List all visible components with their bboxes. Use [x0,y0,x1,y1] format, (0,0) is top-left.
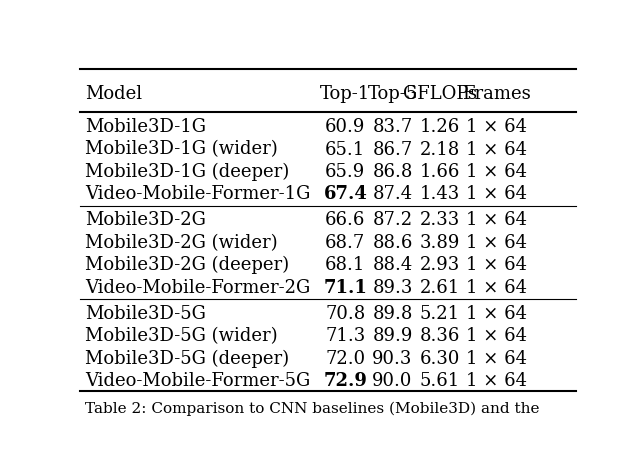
Text: 68.1: 68.1 [325,256,365,274]
Text: 1 × 64: 1 × 64 [466,212,527,229]
Text: 2.61: 2.61 [419,279,460,297]
Text: 67.4: 67.4 [323,185,367,204]
Text: 5.21: 5.21 [420,305,460,323]
Text: 88.6: 88.6 [372,234,413,252]
Text: 1 × 64: 1 × 64 [466,350,527,368]
Text: Top-5: Top-5 [367,86,417,103]
Text: Mobile3D-1G (deeper): Mobile3D-1G (deeper) [85,163,289,181]
Text: 5.61: 5.61 [419,372,460,390]
Text: 1.66: 1.66 [419,163,460,181]
Text: 87.2: 87.2 [372,212,413,229]
Text: 1 × 64: 1 × 64 [466,163,527,181]
Text: Frames: Frames [462,86,531,103]
Text: Mobile3D-5G (deeper): Mobile3D-5G (deeper) [85,350,289,368]
Text: Video-Mobile-Former-2G: Video-Mobile-Former-2G [85,279,310,297]
Text: 8.36: 8.36 [419,327,460,345]
Text: 89.3: 89.3 [372,279,413,297]
Text: 71.3: 71.3 [325,327,365,345]
Text: Mobile3D-2G (deeper): Mobile3D-2G (deeper) [85,256,289,274]
Text: Mobile3D-5G (wider): Mobile3D-5G (wider) [85,327,278,345]
Text: GFLOPs: GFLOPs [403,86,477,103]
Text: 71.1: 71.1 [323,279,367,297]
Text: Mobile3D-5G: Mobile3D-5G [85,305,206,323]
Text: 1 × 64: 1 × 64 [466,234,527,252]
Text: 65.9: 65.9 [325,163,365,181]
Text: 90.0: 90.0 [372,372,413,390]
Text: 88.4: 88.4 [372,256,413,274]
Text: 65.1: 65.1 [325,141,365,158]
Text: 60.9: 60.9 [325,118,365,136]
Text: 1 × 64: 1 × 64 [466,305,527,323]
Text: 72.9: 72.9 [323,372,367,390]
Text: 2.93: 2.93 [419,256,460,274]
Text: 2.33: 2.33 [419,212,460,229]
Text: 89.9: 89.9 [372,327,413,345]
Text: Table 2: Comparison to CNN baselines (Mobile3D) and the: Table 2: Comparison to CNN baselines (Mo… [85,402,540,416]
Text: 1 × 64: 1 × 64 [466,256,527,274]
Text: 68.7: 68.7 [325,234,365,252]
Text: 1 × 64: 1 × 64 [466,185,527,204]
Text: Mobile3D-2G (wider): Mobile3D-2G (wider) [85,234,278,252]
Text: 1 × 64: 1 × 64 [466,118,527,136]
Text: Top-1: Top-1 [320,86,371,103]
Text: Mobile3D-1G: Mobile3D-1G [85,118,206,136]
Text: 70.8: 70.8 [325,305,365,323]
Text: 1 × 64: 1 × 64 [466,372,527,390]
Text: 1 × 64: 1 × 64 [466,279,527,297]
Text: 87.4: 87.4 [372,185,413,204]
Text: 72.0: 72.0 [325,350,365,368]
Text: Mobile3D-2G: Mobile3D-2G [85,212,206,229]
Text: Model: Model [85,86,142,103]
Text: 90.3: 90.3 [372,350,413,368]
Text: 6.30: 6.30 [419,350,460,368]
Text: 89.8: 89.8 [372,305,413,323]
Text: 3.89: 3.89 [419,234,460,252]
Text: Video-Mobile-Former-1G: Video-Mobile-Former-1G [85,185,310,204]
Text: 1 × 64: 1 × 64 [466,327,527,345]
Text: 86.7: 86.7 [372,141,413,158]
Text: 2.18: 2.18 [419,141,460,158]
Text: Mobile3D-1G (wider): Mobile3D-1G (wider) [85,141,278,158]
Text: 83.7: 83.7 [372,118,413,136]
Text: 66.6: 66.6 [325,212,365,229]
Text: 1 × 64: 1 × 64 [466,141,527,158]
Text: 1.43: 1.43 [419,185,460,204]
Text: 86.8: 86.8 [372,163,413,181]
Text: Video-Mobile-Former-5G: Video-Mobile-Former-5G [85,372,310,390]
Text: 1.26: 1.26 [419,118,460,136]
